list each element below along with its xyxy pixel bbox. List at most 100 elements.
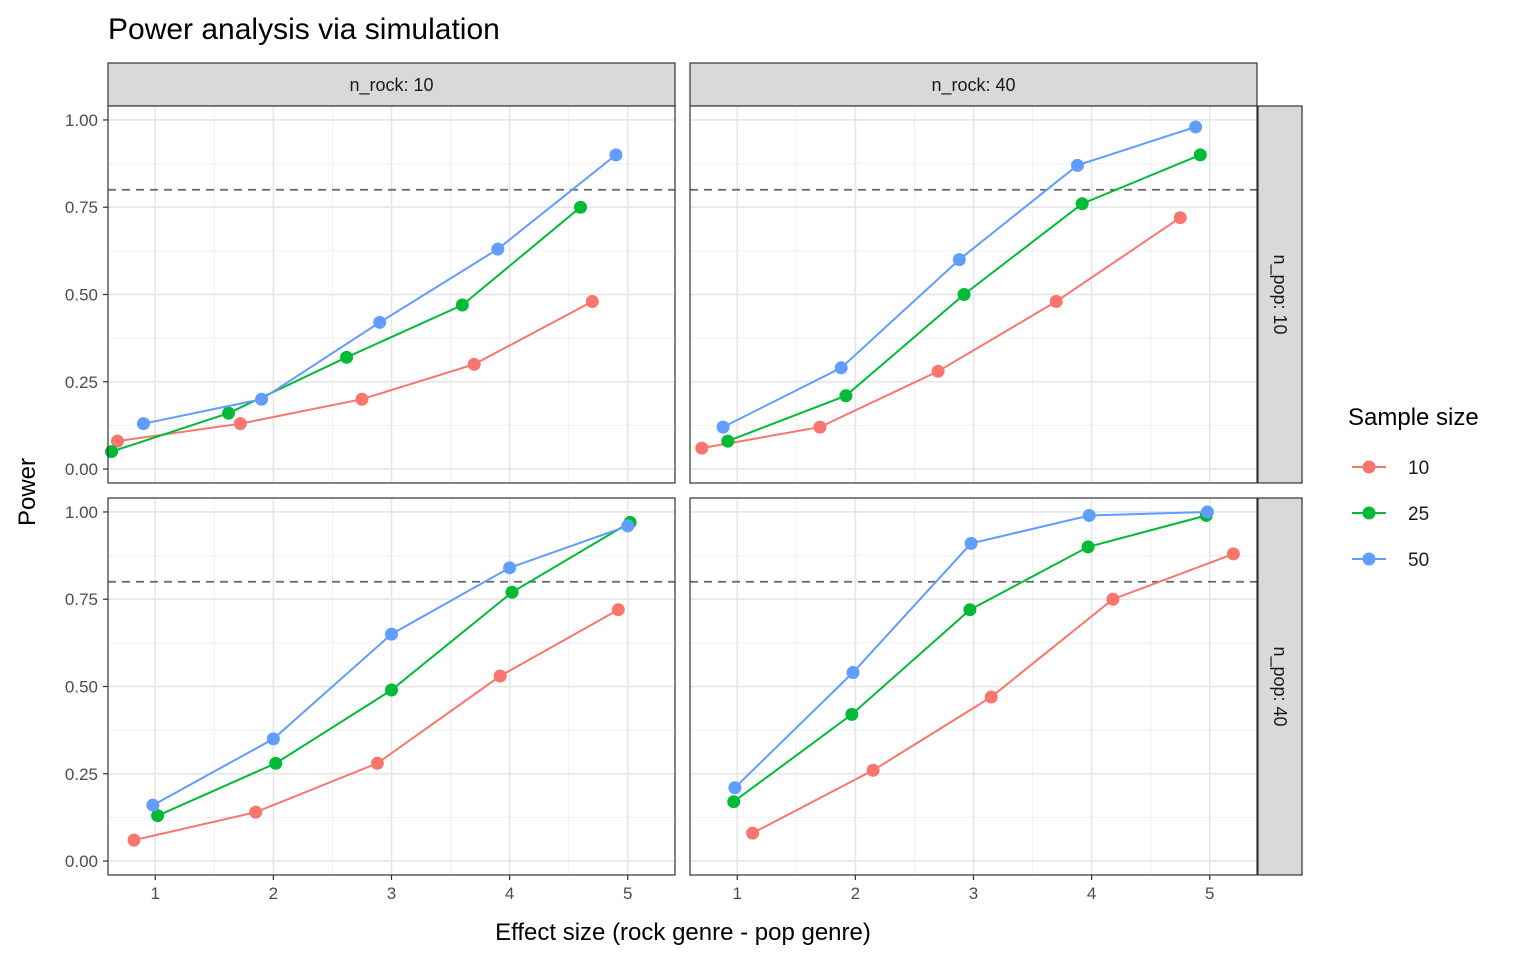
y-tick-label: 0.00: [65, 852, 98, 871]
facet-strip-top: [689, 62, 1258, 107]
data-point-10: [370, 756, 384, 770]
data-point-10: [127, 833, 141, 847]
data-point-25: [340, 350, 354, 364]
data-point-25: [269, 756, 283, 770]
data-point-25: [105, 445, 119, 459]
y-tick-label: 0.25: [65, 373, 98, 392]
data-point-25: [1193, 148, 1207, 162]
data-point-50: [266, 732, 280, 746]
facet-strip-label: n_rock: 10: [349, 75, 433, 96]
legend-item: 10: [1352, 458, 1429, 479]
data-point-25: [845, 707, 859, 721]
data-point-25: [721, 434, 735, 448]
x-tick-label: 3: [387, 884, 396, 903]
data-point-25: [957, 288, 971, 301]
facet-panel: 0.00 0.25 0.50 0.75 1.00 1 2 3 4 5: [65, 497, 676, 903]
x-tick-label: 4: [1087, 884, 1096, 903]
data-point-25: [221, 406, 235, 420]
data-point-10: [355, 392, 369, 406]
data-point-25: [727, 795, 741, 809]
x-tick-label: 5: [623, 884, 632, 903]
data-point-10: [249, 805, 263, 819]
data-point-50: [385, 627, 398, 641]
y-tick-label: 1.00: [65, 111, 98, 130]
data-point-10: [695, 441, 709, 455]
data-point-50: [834, 361, 848, 375]
y-tick-label: 0.25: [65, 765, 98, 784]
facet-strip-right: [1257, 105, 1303, 484]
data-point-50: [255, 392, 269, 406]
legend-key-point: [1362, 506, 1376, 520]
data-point-50: [1070, 158, 1084, 172]
x-tick-label: 5: [1205, 884, 1214, 903]
data-point-25: [151, 809, 165, 823]
data-point-50: [491, 242, 505, 256]
data-point-25: [839, 389, 853, 403]
facet-panel: 0.00 0.25 0.50 0.75 1.00: [65, 105, 676, 484]
data-point-50: [728, 781, 742, 795]
y-tick-label: 0.75: [65, 198, 98, 217]
facet-strip-right: [1257, 497, 1303, 876]
legend-key-point: [1362, 552, 1376, 566]
data-point-25: [455, 298, 469, 312]
data-point-50: [621, 519, 635, 533]
data-point-10: [493, 669, 507, 683]
facet-panel: 1 2 3 4 5: [689, 497, 1258, 903]
x-tick-label: 3: [969, 884, 978, 903]
x-tick-label: 1: [733, 884, 742, 903]
legend-item: 25: [1352, 504, 1429, 525]
y-axis-title: Power: [14, 458, 41, 526]
legend-item: 50: [1352, 550, 1429, 571]
y-tick-label: 0.00: [65, 460, 98, 479]
data-point-10: [1226, 547, 1240, 561]
y-tick-label: 0.50: [65, 678, 98, 697]
legend-label: 50: [1408, 550, 1429, 571]
data-point-50: [503, 561, 517, 575]
data-point-10: [984, 690, 998, 704]
data-point-50: [136, 417, 150, 431]
data-point-50: [373, 315, 387, 329]
data-point-25: [1075, 197, 1089, 211]
data-point-50: [1082, 508, 1096, 522]
data-point-10: [1173, 211, 1187, 225]
data-point-25: [505, 585, 519, 599]
x-tick-label: 2: [269, 884, 278, 903]
chart-title: Power analysis via simulation: [108, 13, 500, 46]
y-tick-label: 0.50: [65, 286, 98, 305]
data-point-10: [1106, 592, 1120, 606]
legend-title: Sample size: [1348, 404, 1479, 431]
x-tick-label: 2: [851, 884, 860, 903]
data-point-50: [716, 420, 730, 434]
data-point-50: [964, 536, 978, 550]
legend-key-point: [1362, 460, 1376, 474]
facet-strip-label: n_pop: 10: [1269, 254, 1290, 334]
data-point-25: [1081, 540, 1095, 554]
data-point-10: [931, 364, 945, 378]
data-point-10: [585, 294, 599, 308]
data-point-10: [813, 420, 827, 434]
data-point-10: [233, 417, 247, 431]
data-point-50: [846, 666, 860, 680]
facet-strip-label: n_rock: 40: [931, 75, 1015, 96]
data-point-25: [385, 683, 398, 697]
data-point-50: [1200, 505, 1214, 519]
legend-label: 10: [1408, 458, 1429, 479]
data-point-10: [746, 826, 760, 840]
data-point-50: [952, 253, 966, 267]
data-point-10: [866, 763, 880, 777]
plot-area: n_rock: 10 n_rock: 40 n_pop: 10 n_pop: 40 0.…: [65, 62, 1303, 903]
panel-border: [689, 105, 1258, 484]
data-point-10: [611, 603, 625, 617]
data-point-25: [574, 200, 587, 214]
y-tick-label: 1.00: [65, 503, 98, 522]
data-point-50: [609, 148, 623, 162]
facet-strip-top: [107, 62, 676, 107]
y-tick-label: 0.75: [65, 590, 98, 609]
data-point-50: [1189, 120, 1203, 134]
data-point-10: [110, 434, 124, 448]
legend-label: 25: [1408, 504, 1429, 525]
data-point-25: [963, 603, 977, 617]
data-point-10: [467, 357, 481, 371]
data-point-10: [1049, 294, 1063, 308]
